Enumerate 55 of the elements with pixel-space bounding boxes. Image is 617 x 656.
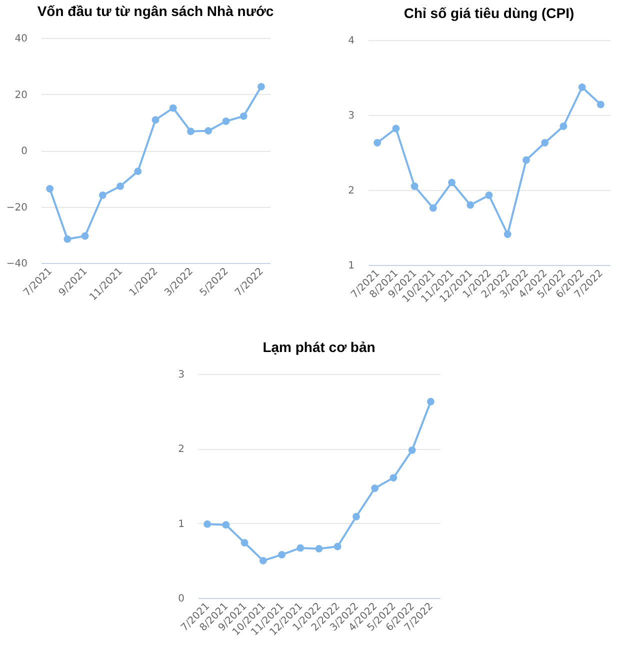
y-tick-label: 2 [178, 444, 184, 456]
point [204, 127, 212, 135]
point [448, 178, 456, 186]
point [296, 544, 304, 552]
point [426, 398, 434, 406]
point [408, 446, 416, 454]
point [541, 139, 549, 146]
point [240, 539, 248, 546]
y-tick-label: 1 [178, 518, 184, 530]
point [222, 118, 230, 125]
point [134, 168, 142, 176]
chart-title: Vốn đầu tư từ ngân sách Nhà nước [37, 3, 274, 19]
point [466, 201, 474, 209]
point [257, 82, 265, 90]
point [64, 235, 72, 243]
y-tick-label: 3 [178, 370, 184, 380]
point [222, 521, 230, 529]
chart-title: Lạm phát cơ bản [262, 339, 376, 355]
y-tick-label: 2 [348, 186, 354, 196]
point [352, 512, 360, 520]
point [392, 124, 400, 132]
point [98, 192, 106, 199]
y-tick-label: −20 [6, 202, 28, 214]
point [578, 84, 586, 91]
point [334, 542, 342, 550]
point [596, 100, 604, 108]
y-tick-label: −40 [6, 258, 28, 270]
point [371, 484, 379, 492]
y-tick-label: 0 [21, 146, 28, 157]
point [315, 545, 323, 552]
point [278, 550, 286, 558]
point [204, 520, 212, 528]
point [410, 182, 418, 190]
point [187, 128, 194, 136]
point [485, 192, 493, 199]
point [46, 185, 54, 192]
point [81, 232, 89, 240]
y-tick-label: 1 [348, 260, 354, 272]
point [240, 112, 248, 120]
point [116, 182, 124, 190]
point [152, 116, 160, 124]
point [259, 556, 267, 564]
y-tick-label: 3 [348, 110, 354, 122]
y-tick-label: 4 [348, 36, 354, 46]
point [560, 122, 568, 130]
point [429, 204, 437, 212]
y-tick-label: 20 [14, 90, 28, 101]
point [169, 104, 177, 112]
y-tick-label: 40 [14, 34, 28, 44]
chart-title: Chỉ số giá tiêu dùng (CPI) [404, 5, 574, 21]
point [504, 230, 512, 238]
y-tick-label: 0 [178, 594, 184, 604]
point [390, 474, 398, 482]
point [522, 156, 530, 164]
point [374, 139, 382, 146]
